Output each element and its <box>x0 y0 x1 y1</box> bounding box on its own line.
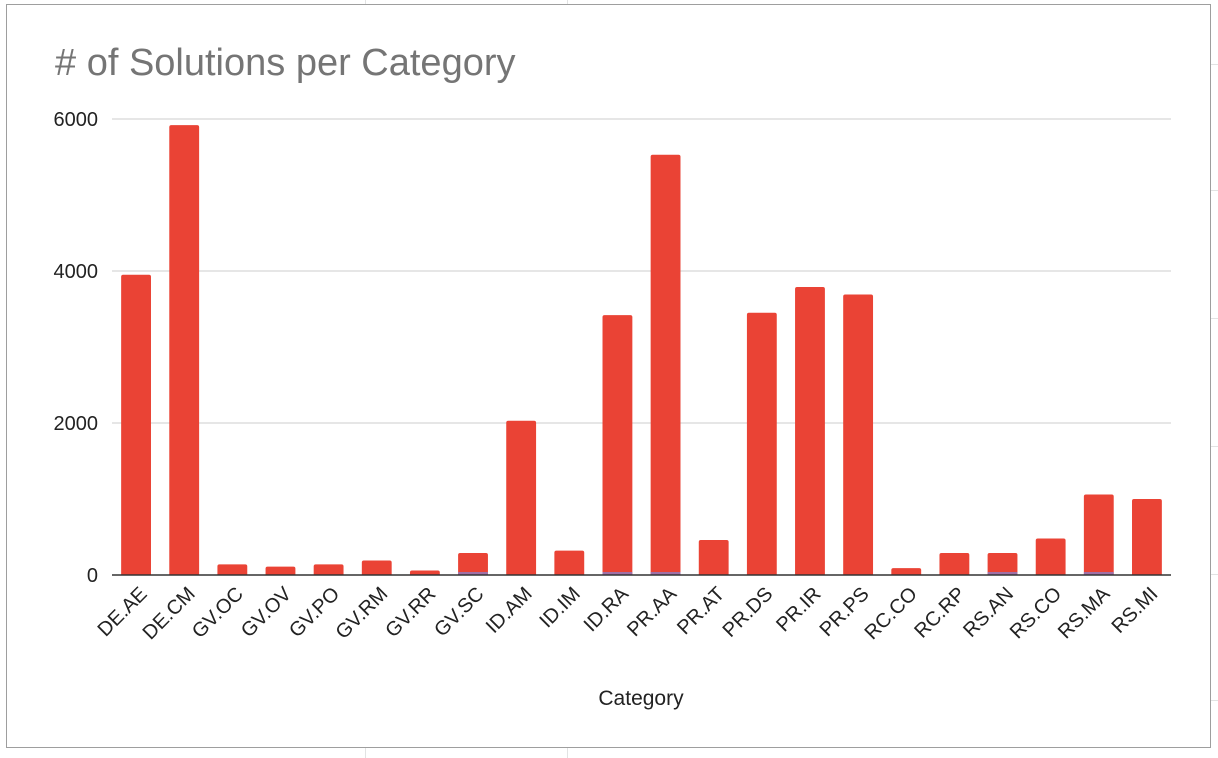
bar-secondary-RS.MA <box>1083 572 1114 575</box>
bar-ID.RA <box>602 315 633 575</box>
x-tick-label-DE.CM: DE.CM <box>139 583 200 644</box>
bar-RS.CO <box>1035 538 1066 575</box>
y-tick-label: 4000 <box>54 261 99 283</box>
x-axis-title: Category <box>598 687 684 710</box>
bar-ID.AM <box>506 420 537 575</box>
bar-PR.DS <box>746 312 777 575</box>
x-tick-label-GV.SC: GV.SC <box>430 583 488 641</box>
bar-RC.CO <box>891 568 922 575</box>
x-tick-label-PR.AA: PR.AA <box>623 583 681 641</box>
bar-RC.RP <box>939 552 970 575</box>
y-tick-label: 2000 <box>54 413 99 435</box>
x-tick-label-RS.CO: RS.CO <box>1006 583 1066 643</box>
bar-PR.IR <box>795 286 825 575</box>
bar-secondary-RS.AN <box>987 572 1018 575</box>
y-tick-label: 6000 <box>54 109 99 131</box>
y-axis-ticks: 0 2000 4000 6000 <box>54 109 99 587</box>
bar-secondary-ID.RA <box>602 572 633 575</box>
bar-GV.RR <box>409 570 440 575</box>
x-tick-label-GV.PO: GV.PO <box>285 583 344 642</box>
x-tick-label-ID.IM: ID.IM <box>535 583 584 632</box>
x-tick-label-ID.AM: ID.AM <box>482 583 537 638</box>
bar-PR.PS <box>843 294 874 575</box>
x-tick-label-GV.RM: GV.RM <box>332 583 393 644</box>
x-tick-label-RS.MA: RS.MA <box>1054 583 1115 644</box>
chart-title: # of Solutions per Category <box>55 42 516 84</box>
bar-GV.RM <box>361 560 392 575</box>
x-tick-label-GV.OV: GV.OV <box>237 583 297 643</box>
bars <box>121 125 1162 575</box>
x-tick-label-RC.CO: RC.CO <box>861 583 922 644</box>
bar-DE.AE <box>121 274 151 575</box>
x-tick-label-RS.AN: RS.AN <box>959 583 1018 642</box>
y-tick-label: 0 <box>87 565 98 587</box>
x-tick-label-PR.AT: PR.AT <box>673 583 729 639</box>
sheet-row-divider <box>1211 574 1218 575</box>
x-tick-label-RS.MI: RS.MI <box>1108 583 1163 638</box>
bar-PR.AA <box>650 154 681 575</box>
bar-RS.AN <box>987 552 1018 575</box>
bar-GV.PO <box>313 564 344 575</box>
sheet-row-divider <box>1211 64 1218 65</box>
x-axis-ticks: DE.AEDE.CMGV.OCGV.OVGV.POGV.RMGV.RRGV.SC… <box>94 583 1163 645</box>
x-tick-label-PR.DS: PR.DS <box>719 583 778 642</box>
bar-secondary-GV.SC <box>458 572 488 575</box>
bar-secondary-PR.AA <box>650 572 681 575</box>
sheet-row-divider <box>1211 190 1218 191</box>
x-tick-label-RC.RP: RC.RP <box>910 583 970 643</box>
sheet-row-divider <box>1211 446 1218 447</box>
sheet-row-divider <box>1211 700 1218 701</box>
bar-ID.IM <box>554 550 585 575</box>
sheet-row-divider <box>1211 318 1218 319</box>
bar-PR.AT <box>698 540 729 575</box>
x-tick-label-GV.OC: GV.OC <box>188 583 248 643</box>
gridlines <box>112 118 1171 424</box>
bar-GV.OC <box>217 564 248 575</box>
bar-GV.OV <box>265 566 296 575</box>
bar-RS.MI <box>1132 499 1162 575</box>
bar-RS.MA <box>1083 494 1114 575</box>
bar-GV.SC <box>458 552 488 575</box>
x-tick-label-GV.RR: GV.RR <box>381 583 440 642</box>
bar-DE.CM <box>169 125 200 575</box>
